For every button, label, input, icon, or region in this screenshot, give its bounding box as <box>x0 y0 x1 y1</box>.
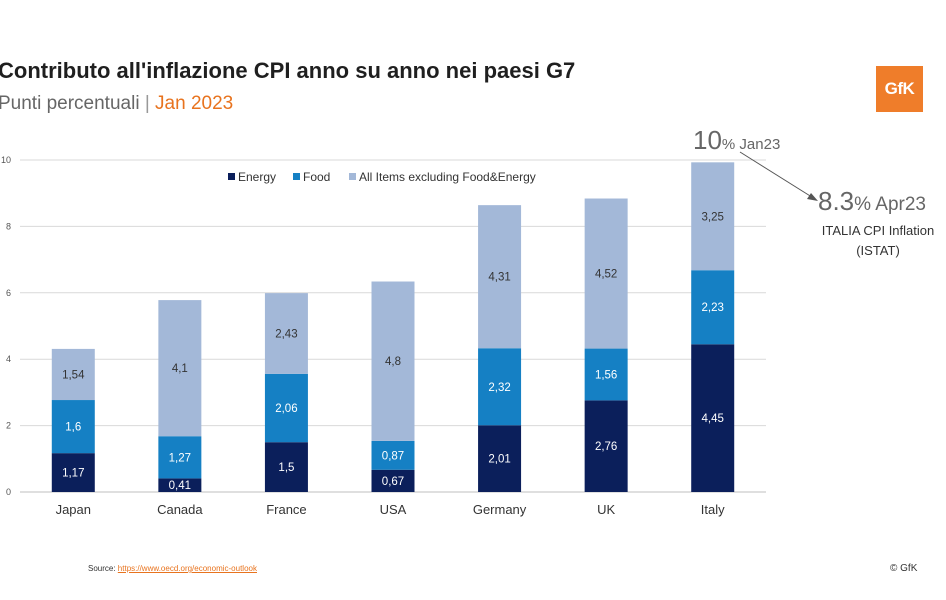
bar-segment <box>584 400 628 492</box>
data-label: 4,1 <box>172 363 188 375</box>
data-label: 2,06 <box>275 403 297 415</box>
apr23-unit: % Apr23 <box>854 194 926 215</box>
chart-title: Contributo all'inflazione CPI anno su an… <box>0 58 576 83</box>
jan23-value: 10 <box>693 125 722 155</box>
callout-arrow-head <box>807 193 818 201</box>
data-label: 4,45 <box>702 413 724 425</box>
jan23-unit: % Jan23 <box>721 136 781 153</box>
data-label: 1,6 <box>65 422 81 434</box>
data-label: 1,17 <box>62 468 84 480</box>
data-label: 0,41 <box>169 480 191 492</box>
bar-segment <box>158 478 202 492</box>
source-link[interactable]: https://www.oecd.org/economic-outlook <box>117 564 257 573</box>
x-tick-label: Japan <box>56 502 91 517</box>
x-tick-label: USA <box>380 502 407 517</box>
legend-swatch <box>228 173 235 180</box>
subtitle-unit: Punti percentuali <box>0 93 140 114</box>
y-tick-label: 10 <box>1 155 11 165</box>
bar-segment <box>371 281 415 441</box>
data-label: 2,23 <box>702 302 724 314</box>
y-tick-label: 4 <box>6 354 11 364</box>
bar-segment <box>584 348 628 401</box>
source-note: Source: https://www.oecd.org/economic-ou… <box>88 564 257 573</box>
gfk-logo: GfK <box>876 66 923 112</box>
data-label: 2,01 <box>488 454 510 466</box>
data-label: 1,5 <box>278 462 294 474</box>
data-label: 2,76 <box>595 441 617 453</box>
y-tick-label: 6 <box>6 288 11 298</box>
data-labels: 1,17 1,6 1,54 0,41 1,27 4,1 1,5 2,06 2,43 0,67 0,8… <box>62 211 724 492</box>
y-tick-label: 8 <box>6 221 11 231</box>
bar-segment <box>51 400 95 454</box>
legend-label: All Items excluding Food&Energy <box>359 170 536 184</box>
legend-label: Food <box>303 170 330 184</box>
bar-segment <box>158 436 202 479</box>
legend-label: Energy <box>238 170 276 184</box>
data-label: 4,8 <box>385 356 401 368</box>
istat-line-2: (ISTAT) <box>856 243 900 258</box>
callout-arrow-line <box>739 151 816 200</box>
bar-segment <box>264 293 308 374</box>
y-tick-label: 0 <box>6 487 11 497</box>
axis-labels: 0 2 4 6 8 10 Japan Canada France USA Germany UK Ital… <box>1 155 725 517</box>
bar-segment <box>264 442 308 492</box>
bar-segment <box>691 270 735 345</box>
bar-segment <box>51 453 95 492</box>
data-label: 0,87 <box>382 450 404 462</box>
data-label: 2,43 <box>275 328 297 340</box>
data-label: 1,56 <box>595 369 617 381</box>
bar-segment <box>478 205 522 349</box>
bar-segment <box>584 198 628 349</box>
legend-swatch <box>293 173 300 180</box>
y-tick-label: 2 <box>6 421 11 431</box>
bar-segment <box>691 344 735 492</box>
istat-line-1: ITALIA CPI Inflation <box>821 223 935 238</box>
data-label: 0,67 <box>382 476 404 488</box>
chart-subtitle: Punti percentuali | Jan 2023 <box>0 93 233 115</box>
istat-caption: ITALIA CPI Inflation (ISTAT) <box>815 221 941 261</box>
apr23-value: 8.3 <box>818 186 855 216</box>
data-label: 3,25 <box>702 211 724 223</box>
copyright: © GfK <box>890 563 918 574</box>
subtitle-date: Jan 2023 <box>155 93 234 114</box>
bars <box>51 162 735 492</box>
legend: Energy Food All Items excluding Food&Energ… <box>228 170 536 184</box>
subtitle-separator: | <box>144 93 150 114</box>
data-label: 4,31 <box>488 272 510 284</box>
legend-swatch <box>349 173 356 180</box>
bar-segment <box>371 469 415 492</box>
x-tick-label: Canada <box>157 502 203 517</box>
bar-segment <box>51 348 95 401</box>
data-label: 1,27 <box>169 452 191 464</box>
data-label: 2,32 <box>488 382 510 394</box>
bar-segment <box>371 440 415 470</box>
data-label: 1,54 <box>62 369 85 381</box>
bar-segment <box>478 348 522 426</box>
data-label: 4,52 <box>595 269 617 281</box>
jan23-inflation-callout: 10% Jan23 <box>693 125 780 156</box>
x-tick-label: Germany <box>473 502 527 517</box>
x-tick-label: UK <box>597 502 615 517</box>
x-tick-label: France <box>266 502 306 517</box>
x-tick-label: Italy <box>701 502 725 517</box>
source-label: Source: <box>88 564 118 573</box>
apr23-inflation-callout: 8.3% Apr23 <box>818 186 926 217</box>
bar-segment <box>158 300 202 437</box>
bar-segment <box>264 373 308 443</box>
bar-segment <box>478 425 522 492</box>
bar-segment <box>691 162 735 271</box>
